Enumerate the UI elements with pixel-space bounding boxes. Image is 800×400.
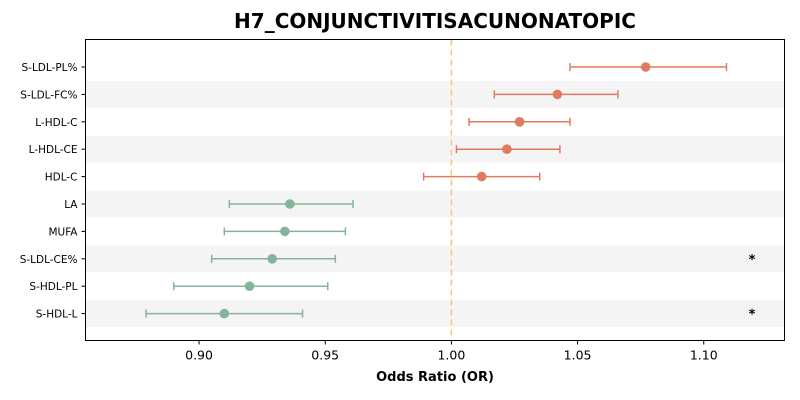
row-label: S-HDL-L <box>36 309 78 321</box>
row-label: S-LDL-CE% <box>20 254 78 266</box>
row-label: S-LDL-FC% <box>20 89 77 101</box>
row-label: S-LDL-PL% <box>21 62 77 74</box>
y-axis-labels: S-LDL-PL% S-LDL-FC% L-HDL-C L-HDL-CE HDL-C LA… <box>20 62 86 321</box>
x-tick-label: 1.00 <box>437 348 465 363</box>
row-bands <box>85 80 785 328</box>
or-point <box>244 281 255 292</box>
x-axis-ticks: 0.90 0.95 1.00 1.05 1.10 <box>185 340 718 363</box>
row-band <box>85 245 785 273</box>
row-label: L-HDL-C <box>35 117 77 129</box>
significance-markers: ** <box>749 253 756 323</box>
row-label: L-HDL-CE <box>29 144 78 156</box>
or-point <box>514 117 525 127</box>
row-band <box>85 80 785 108</box>
row-band <box>85 135 785 163</box>
or-point <box>502 144 512 154</box>
or-point <box>219 308 230 319</box>
x-tick-label: 0.95 <box>311 348 339 363</box>
or-point <box>267 253 278 264</box>
or-point <box>552 89 563 100</box>
or-point <box>640 62 651 72</box>
row-label: HDL-C <box>45 172 78 184</box>
row-label: S-HDL-PL <box>29 281 77 293</box>
or-point <box>476 171 487 182</box>
axes-frame <box>85 39 785 341</box>
row-label: LA <box>64 199 78 211</box>
x-axis-label: Odds Ratio (OR) <box>376 370 494 385</box>
x-tick-label: 0.90 <box>185 348 213 363</box>
significance-star: * <box>749 253 756 268</box>
row-label: MUFA <box>48 226 78 238</box>
or-point <box>280 226 290 237</box>
chart-title: H7_CONJUNCTIVITISACUNONATOPIC <box>234 9 636 33</box>
or-point <box>285 199 295 209</box>
significance-star: * <box>749 308 756 323</box>
x-tick-label: 1.05 <box>564 348 592 363</box>
row-band <box>85 190 785 218</box>
x-tick-label: 1.10 <box>690 348 718 363</box>
or-points <box>219 62 651 319</box>
